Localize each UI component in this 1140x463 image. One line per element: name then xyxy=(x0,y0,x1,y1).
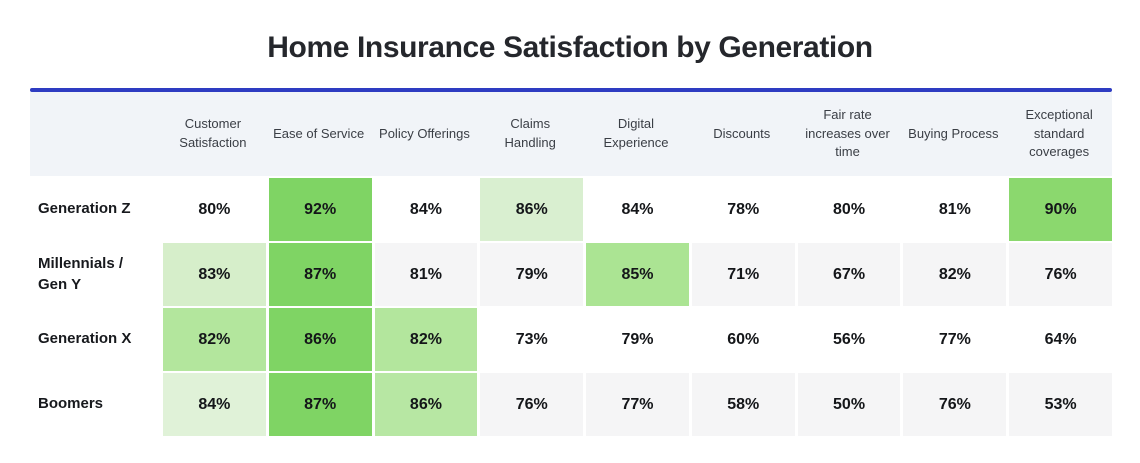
heatmap-cell: 78% xyxy=(691,178,795,241)
table-row: Millennials / Gen Y 83% 87% 81% 79% 85% 71% 67%… xyxy=(30,243,1112,306)
satisfaction-heatmap-table: Customer Satisfaction Ease of Service Poli… xyxy=(30,88,1112,436)
heatmap-cell: 84% xyxy=(374,178,478,241)
heatmap-cell: 76% xyxy=(903,373,1007,436)
heatmap-cell: 92% xyxy=(268,178,372,241)
heatmap-cell: 86% xyxy=(480,178,584,241)
heatmap-cell: 79% xyxy=(480,243,584,306)
column-header: Fair rate increases over time xyxy=(805,106,890,160)
table-row: Generation Z 80% 92% 84% 86% 84% 78% 80% 81% 90% xyxy=(30,178,1112,241)
header-row: Customer Satisfaction Ease of Service Poli… xyxy=(30,92,1112,176)
heatmap-cell: 53% xyxy=(1009,373,1112,436)
column-header: Exceptional standard coverages xyxy=(1025,106,1093,160)
accent-divider xyxy=(30,88,1112,92)
column-header: Claims Handling xyxy=(504,116,556,150)
row-label: Millennials / Gen Y xyxy=(30,243,160,306)
heatmap-cell: 81% xyxy=(903,178,1007,241)
heatmap-cell: 67% xyxy=(797,243,901,306)
heatmap-cell: 86% xyxy=(374,373,478,436)
heatmap-cell: 77% xyxy=(903,308,1007,371)
heatmap-cell: 90% xyxy=(1009,178,1112,241)
heatmap-cell: 85% xyxy=(586,243,689,306)
heatmap-cell: 81% xyxy=(374,243,478,306)
heatmap-cell: 84% xyxy=(586,178,689,241)
heatmap-cell: 87% xyxy=(268,243,372,306)
column-header: Buying Process xyxy=(908,125,999,141)
row-label: Generation X xyxy=(30,308,160,371)
heatmap-cell: 64% xyxy=(1009,308,1112,371)
heatmap-cell: 86% xyxy=(268,308,372,371)
page-title: Home Insurance Satisfaction by Generatio… xyxy=(267,31,873,64)
heatmap-cell: 76% xyxy=(1009,243,1112,306)
column-header: Policy Offerings xyxy=(379,125,470,141)
heatmap-cell: 56% xyxy=(797,308,901,371)
table-row: Generation X 82% 86% 82% 73% 79% 60% 56% 77% 64% xyxy=(30,308,1112,371)
heatmap-cell: 60% xyxy=(691,308,795,371)
heatmap-cell: 76% xyxy=(480,373,584,436)
table-body: Generation Z 80% 92% 84% 86% 84% 78% 80% 81% 90% M… xyxy=(30,178,1112,436)
heatmap-cell: 58% xyxy=(691,373,795,436)
header-corner-cell xyxy=(30,126,160,142)
heatmap-cell: 84% xyxy=(163,373,266,436)
heatmap-cell: 82% xyxy=(903,243,1007,306)
heatmap-cell: 71% xyxy=(691,243,795,306)
heatmap-cell: 80% xyxy=(163,178,266,241)
heatmap-cell: 50% xyxy=(797,373,901,436)
heatmap-cell: 79% xyxy=(586,308,689,371)
column-header: Ease of Service xyxy=(273,125,365,141)
heatmap-cell: 73% xyxy=(480,308,584,371)
row-label: Generation Z xyxy=(30,178,160,241)
heatmap-cell: 83% xyxy=(163,243,266,306)
column-header: Digital Experience xyxy=(603,116,669,150)
heatmap-cell: 82% xyxy=(163,308,266,371)
heatmap-cell: 80% xyxy=(797,178,901,241)
heatmap-cell: 82% xyxy=(374,308,478,371)
column-header: Customer Satisfaction xyxy=(179,116,247,150)
heatmap-cell: 77% xyxy=(586,373,689,436)
table-row: Boomers 84% 87% 86% 76% 77% 58% 50% 76% 53% xyxy=(30,373,1112,436)
heatmap-cell: 87% xyxy=(268,373,372,436)
column-header: Discounts xyxy=(713,125,771,141)
row-label: Boomers xyxy=(30,373,160,436)
